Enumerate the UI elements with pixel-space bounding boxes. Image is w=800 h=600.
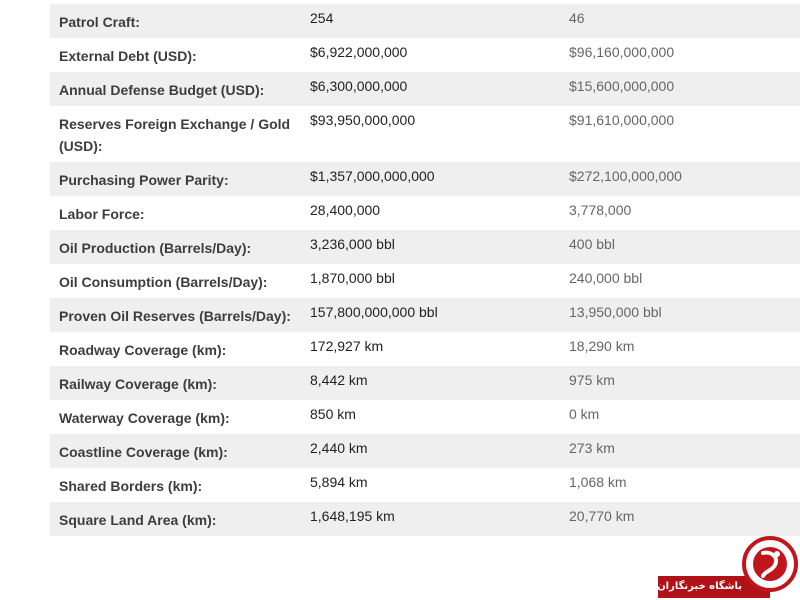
- row-value-second: 240,000 bbl: [569, 270, 643, 286]
- row-label: Waterway Coverage (km):: [59, 410, 230, 426]
- row-label: Labor Force:: [59, 206, 145, 222]
- table-row: External Debt (USD): $6,922,000,000 $96,16…: [50, 38, 800, 72]
- row-value-first: 157,800,000,000 bbl: [302, 298, 561, 332]
- row-value-second: 400 bbl: [561, 230, 800, 264]
- row-value-first: 1,648,195 km: [302, 502, 561, 536]
- row-value-first: 254: [302, 4, 561, 38]
- table-row: Oil Consumption (Barrels/Day): 1,870,000 …: [50, 264, 800, 298]
- comparison-table: Patrol Craft: 254 46 External Debt (USD): $6…: [50, 4, 800, 536]
- row-value-second: $91,610,000,000: [569, 112, 675, 128]
- row-label: Annual Defense Budget (USD):: [50, 72, 302, 106]
- row-value-first: 28,400,000: [310, 202, 381, 218]
- row-value-first: 1,870,000 bbl: [310, 270, 395, 286]
- row-value-second: 1,068 km: [569, 474, 627, 490]
- row-value-second: $272,100,000,000: [561, 162, 800, 196]
- table-row: Annual Defense Budget (USD): $6,300,000,0…: [50, 72, 800, 106]
- row-value-second: 18,290 km: [569, 338, 635, 354]
- watermark-text: باشگاه خبرنگاران: [658, 576, 770, 598]
- row-value-first: $6,922,000,000: [310, 44, 408, 60]
- table-row: Proven Oil Reserves (Barrels/Day): 157,80…: [50, 298, 800, 332]
- emblem-mark-icon: [761, 550, 780, 578]
- table-row: Square Land Area (km): 1,648,195 km 20,770…: [50, 502, 800, 536]
- watermark-logo: باشگاه خبرنگاران: [658, 536, 798, 598]
- row-label: Purchasing Power Parity:: [50, 162, 302, 196]
- row-value-first: 172,927 km: [310, 338, 384, 354]
- row-value-second: 0 km: [569, 406, 600, 422]
- row-value-second: $96,160,000,000: [569, 44, 675, 60]
- row-label: Square Land Area (km):: [50, 502, 302, 536]
- table-row: Purchasing Power Parity: $1,357,000,000,0…: [50, 162, 800, 196]
- row-label: Oil Production (Barrels/Day):: [50, 230, 302, 264]
- row-value-second: 975 km: [561, 366, 800, 400]
- row-label: Oil Consumption (Barrels/Day):: [59, 274, 268, 290]
- row-value-second: $15,600,000,000: [561, 72, 800, 106]
- row-label: Patrol Craft:: [50, 4, 302, 38]
- table-row: Coastline Coverage (km): 2,440 km 273 km: [50, 434, 800, 468]
- row-value-first: 850 km: [310, 406, 356, 422]
- row-label: Railway Coverage (km):: [50, 366, 302, 400]
- comparison-table-body: Patrol Craft: 254 46 External Debt (USD): $6…: [50, 4, 800, 536]
- row-label: External Debt (USD):: [59, 48, 197, 64]
- table-row: Shared Borders (km): 5,894 km 1,068 km: [50, 468, 800, 502]
- row-value-first: 5,894 km: [310, 474, 368, 490]
- row-label: Reserves Foreign Exchange / Gold (USD):: [59, 116, 291, 154]
- table-row: Patrol Craft: 254 46: [50, 4, 800, 38]
- row-value-second: 46: [561, 4, 800, 38]
- watermark-emblem: [742, 536, 798, 592]
- row-value-first: 3,236,000 bbl: [302, 230, 561, 264]
- row-label: Roadway Coverage (km):: [59, 342, 227, 358]
- row-label: Coastline Coverage (km):: [50, 434, 302, 468]
- row-value-second: 13,950,000 bbl: [561, 298, 800, 332]
- table-row: Waterway Coverage (km): 850 km 0 km: [50, 400, 800, 434]
- table-row: Reserves Foreign Exchange / Gold (USD): $…: [50, 106, 800, 162]
- row-value-second: 273 km: [561, 434, 800, 468]
- table-row: Railway Coverage (km): 8,442 km 975 km: [50, 366, 800, 400]
- row-label: Proven Oil Reserves (Barrels/Day):: [50, 298, 302, 332]
- table-row: Labor Force: 28,400,000 3,778,000: [50, 196, 800, 230]
- row-value-second: 3,778,000: [569, 202, 632, 218]
- row-value-first: $6,300,000,000: [302, 72, 561, 106]
- table-row: Roadway Coverage (km): 172,927 km 18,290 k…: [50, 332, 800, 366]
- row-value-first: 8,442 km: [302, 366, 561, 400]
- row-label: Shared Borders (km):: [59, 478, 203, 494]
- row-value-first: 2,440 km: [302, 434, 561, 468]
- row-value-first: $1,357,000,000,000: [302, 162, 561, 196]
- row-value-second: 20,770 km: [561, 502, 800, 536]
- row-value-first: $93,950,000,000: [310, 112, 416, 128]
- table-row: Oil Production (Barrels/Day): 3,236,000 b…: [50, 230, 800, 264]
